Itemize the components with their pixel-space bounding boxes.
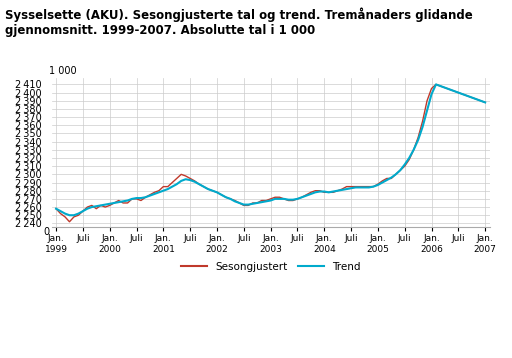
Text: Sysselsette (AKU). Sesongjusterte tal og trend. Tremånaders glidande
gjennomsnit: Sysselsette (AKU). Sesongjusterte tal og… (5, 7, 473, 37)
Text: 1 000: 1 000 (49, 66, 77, 76)
Text: 0: 0 (44, 227, 49, 237)
Legend: Sesongjustert, Trend: Sesongjustert, Trend (177, 258, 365, 276)
